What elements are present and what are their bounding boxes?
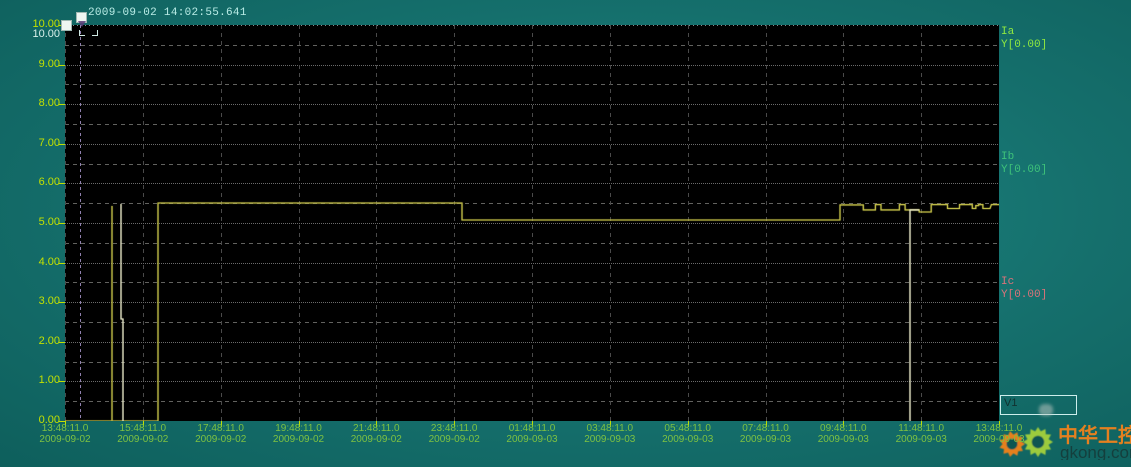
svg-text:gkong.com: gkong.com [1060, 443, 1131, 460]
